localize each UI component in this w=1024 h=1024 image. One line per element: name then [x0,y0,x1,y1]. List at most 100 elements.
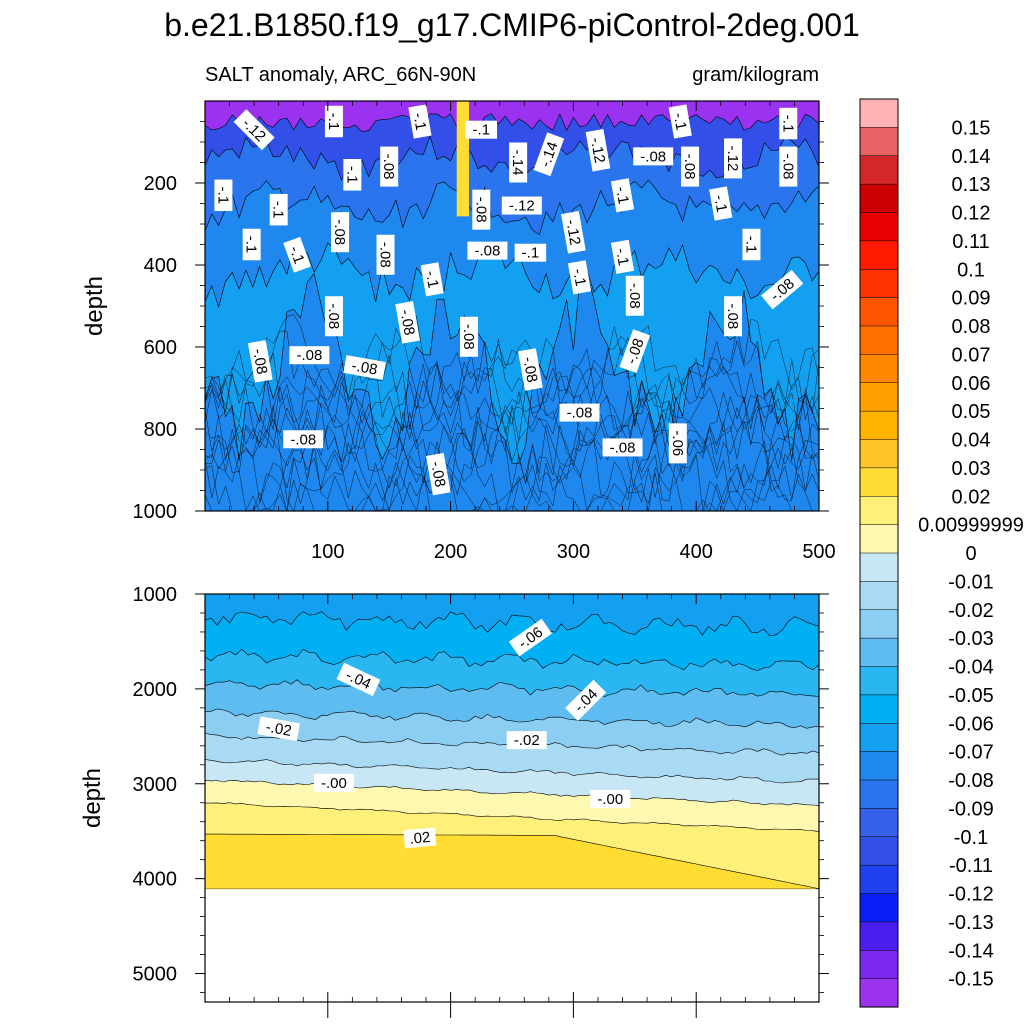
contour-label-box [567,260,592,295]
colorbar-label: 0.06 [952,373,991,395]
colorbar-swatch [859,751,899,781]
y-tick-label: 200 [144,173,177,195]
colorbar-label: 0.15 [952,117,991,139]
contour-label-text: -.00 [321,775,347,792]
contour-label: -.1 [269,193,288,226]
colorbar-label: 0.02 [952,486,991,508]
colorbar-swatch [859,354,899,384]
contour-label-text: -.1 [742,236,759,254]
contour-label: -.1 [567,260,592,295]
chart-subtitle-right: gram/kilogram [692,64,819,86]
colorbar-label: 0.09 [952,288,991,310]
upper-contour-line [205,404,819,511]
colorbar-label: -0.09 [948,798,994,820]
contour-label: -.08 [559,403,600,422]
contour-label-text: .02 [409,829,431,848]
contour-label-box [518,348,543,391]
contour-label: -.1 [242,228,261,261]
contour-label-box [283,430,324,449]
colorbar-label: 0.03 [952,458,991,480]
upper-positive-patch [456,101,470,217]
colorbar-swatch [859,921,899,951]
contour-label: -.08 [395,301,420,344]
colorbar-swatch [859,950,899,980]
contour-label-text: -.1 [670,111,690,131]
y-tick-label: 1000 [133,584,178,606]
contour-label: -.1 [343,159,362,191]
contour-label-text: -.1 [325,113,342,131]
contour-label-box [610,239,635,274]
contour-label-text: -.08 [724,303,741,329]
contour-label-text: -.1 [243,236,260,254]
lower-contour-fill [205,594,819,1002]
contour-label-text: -.14 [509,150,526,176]
colorbar-label: 0.14 [952,146,991,168]
contour-label-text: -.12 [562,218,583,246]
contour-label: -.08 [425,452,451,496]
colorbar-swatch [859,864,899,895]
contour-label-text: -.08 [331,219,348,245]
contour-label: -.08 [247,340,273,383]
y-tick-label: 5000 [133,964,178,986]
contour-label: -.08 [625,275,644,316]
contour-label: -.08 [289,346,330,365]
contour-label: -.1 [610,178,635,213]
contour-label-box [331,212,350,253]
contour-label: -.04 [336,662,381,697]
colorbar-swatch [859,496,899,526]
y-tick-label: 1000 [133,501,178,523]
y-tick-label: 600 [144,337,177,359]
upper-contour-line [205,392,819,507]
colorbar-label: -0.11 [949,855,993,877]
colorbar-label: -0.02 [948,600,994,622]
colorbar-swatch [859,439,899,469]
colorbar-swatch [859,524,899,554]
contour-label: -.08 [331,212,350,253]
upper-axis-ticks: 100 200 300 400 500 200 400 600 800 1000 [133,101,836,563]
upper-contour-line [205,359,819,462]
colorbar-label: -0.03 [948,628,994,650]
contour-label-box [242,228,261,261]
contour-label-box [681,146,700,187]
colorbar-label: 0.08 [952,316,991,338]
colorbar-label: 0.07 [952,344,991,366]
colorbar-swatch [859,666,899,696]
colorbar-swatch [859,779,899,809]
colorbar-frame [859,98,899,1008]
x-tick-label: 400 [680,541,713,563]
y-tick-label: 800 [144,419,177,441]
contour-label: -.08 [324,296,343,337]
colorbar-swatch [859,240,899,270]
contour-label-box [610,178,635,213]
contour-label: -.08 [460,316,479,357]
contour-label-box [283,236,311,273]
contour-label: -.1 [668,104,692,139]
upper-y-axis-label: depth [81,276,108,336]
contour-label-text: -.08 [519,355,540,383]
y-tick-label: 2000 [133,679,178,701]
x-tick-label: 500 [802,541,835,563]
contour-label-box [247,340,273,383]
lower-contour-labels: -.06-.04-.04-.02-.02-.00-.00.02 [257,618,631,849]
colorbar-label: 0.04 [952,430,991,452]
contour-label-box [336,662,381,697]
colorbar-label: -0.06 [948,713,994,735]
contour-label-box [508,618,552,657]
contour-label: -.06 [668,423,687,464]
lower-y-axis-label: depth [79,768,106,828]
contour-label: -.08 [343,355,386,380]
contour-label-text: -.1 [286,244,308,266]
colorbar-swatch [859,836,899,866]
upper-panel: -.12 -.1 -.1 -.1-.14 -.14 -.12 -.08-.1-.08 -.12… [81,100,836,563]
contour-label-text: -.1 [214,187,231,205]
contour-label-box [408,104,432,139]
contour-label-text: -.08 [475,243,501,260]
contour-label: -.12 [561,210,586,254]
contour-label-box [590,789,631,808]
contour-label-text: -.08 [397,308,418,336]
contour-label-text: -.1 [270,201,287,219]
lower-contour-band [205,833,819,890]
upper-contour-line [205,363,819,472]
upper-contour-line [205,347,819,452]
